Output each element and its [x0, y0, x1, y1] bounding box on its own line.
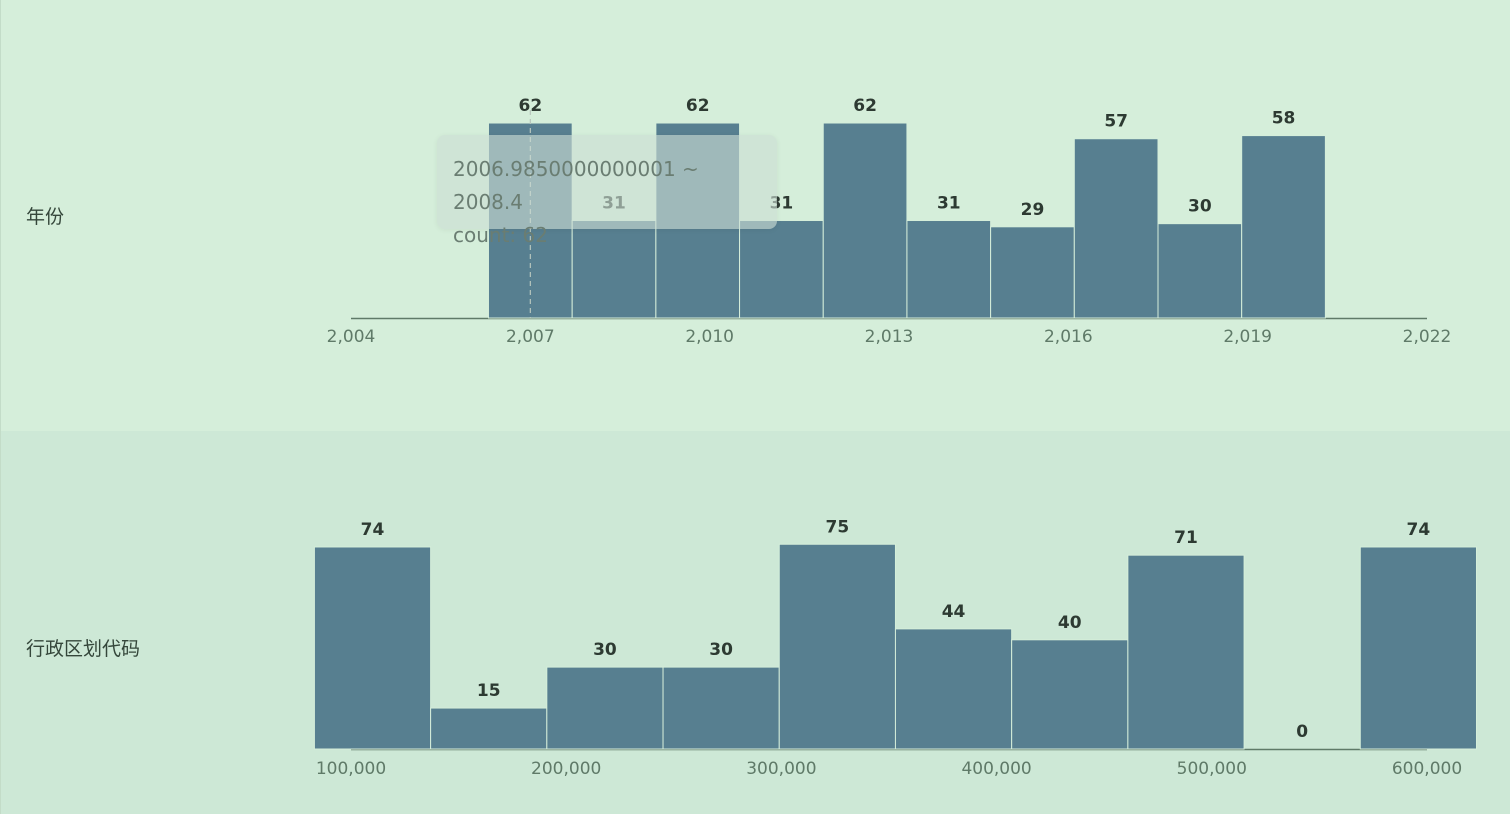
histogram-bar: [1073, 138, 1159, 319]
bar-count-label: 71: [1174, 528, 1198, 548]
bar-count-label: 40: [1058, 613, 1082, 633]
bar-count-label: 31: [937, 194, 961, 214]
x-tick-label: 500,000: [1177, 759, 1247, 779]
bar-count-label: 62: [518, 96, 542, 116]
tooltip-count-label: count:: [453, 223, 517, 247]
bar-count-label: 30: [593, 640, 617, 660]
bar-count-label: 44: [942, 602, 966, 622]
bar-count-label: 0: [1296, 722, 1308, 742]
bar-count-label: 15: [477, 681, 501, 701]
x-tick-label: 600,000: [1392, 759, 1462, 779]
histogram-bar: [778, 543, 896, 750]
bar-count-label: 74: [361, 520, 385, 540]
histogram-bar: [313, 546, 432, 750]
histogram-bar: [546, 666, 664, 750]
x-tick-label: 2,007: [506, 327, 555, 347]
bar-count-label: 29: [1021, 200, 1045, 220]
tooltip-count-row: count: 62: [453, 219, 761, 252]
histogram-bar: [662, 666, 780, 750]
histogram-bar: [990, 226, 1075, 319]
x-tick-label: 2,004: [327, 327, 376, 347]
x-tick-label: 2,019: [1223, 327, 1272, 347]
histogram-bar: [1157, 223, 1243, 319]
x-tick-label: 100,000: [316, 759, 386, 779]
bar-count-label: 74: [1407, 520, 1431, 540]
x-tick-label: 2,016: [1044, 327, 1093, 347]
bar-count-label: 62: [853, 96, 877, 116]
x-tick-label: 2,010: [685, 327, 734, 347]
histogram-bar: [906, 220, 992, 319]
histogram-bar: [894, 628, 1013, 750]
x-tick-label: 400,000: [961, 759, 1031, 779]
tooltip-range: 2006.9850000000001 ~ 2008.4: [453, 157, 699, 214]
row-label-region-code: 行政区划代码: [26, 638, 141, 660]
hover-tooltip: 2006.9850000000001 ~ 2008.4 count: 62: [437, 135, 777, 247]
x-tick-label: 2,022: [1403, 327, 1452, 347]
histogram-bar: [1241, 135, 1326, 319]
histogram-bar: [430, 707, 548, 750]
bar-count-label: 57: [1104, 112, 1128, 132]
histogram-bar: [571, 220, 657, 319]
x-tick-label: 300,000: [746, 759, 816, 779]
x-tick-label: 2,013: [865, 327, 914, 347]
row-label-year: 年份: [26, 206, 65, 228]
bar-count-label: 62: [686, 96, 710, 116]
histogram-bar: [1011, 639, 1129, 750]
bar-count-label: 58: [1272, 109, 1296, 129]
histogram-bar: [822, 122, 908, 319]
bar-count-label: 75: [826, 517, 850, 537]
tooltip-count-value: 62: [522, 223, 548, 247]
histogram-bar: [739, 220, 824, 319]
x-tick-label: 200,000: [531, 759, 601, 779]
histogram-bar: [1127, 554, 1245, 750]
bar-count-label: 30: [709, 640, 733, 660]
histogram-bar: [1359, 546, 1477, 750]
bar-count-label: 30: [1188, 197, 1212, 217]
